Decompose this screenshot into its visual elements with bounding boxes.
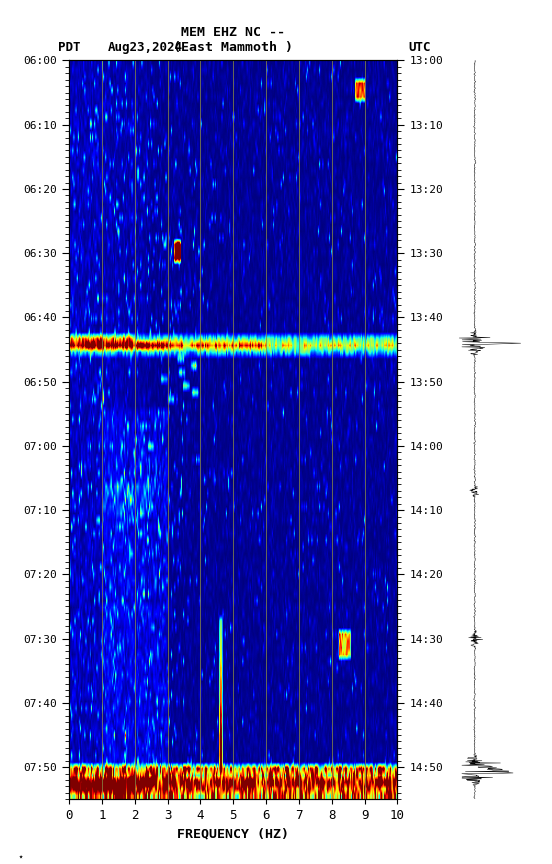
Text: MEM EHZ NC --: MEM EHZ NC --: [181, 26, 285, 39]
Text: $\star$: $\star$: [17, 852, 24, 861]
X-axis label: FREQUENCY (HZ): FREQUENCY (HZ): [177, 828, 289, 841]
Text: (East Mammoth ): (East Mammoth ): [173, 41, 293, 54]
Text: Aug23,2024: Aug23,2024: [108, 41, 183, 54]
Text: PDT: PDT: [58, 41, 81, 54]
Text: UTC: UTC: [408, 41, 431, 54]
